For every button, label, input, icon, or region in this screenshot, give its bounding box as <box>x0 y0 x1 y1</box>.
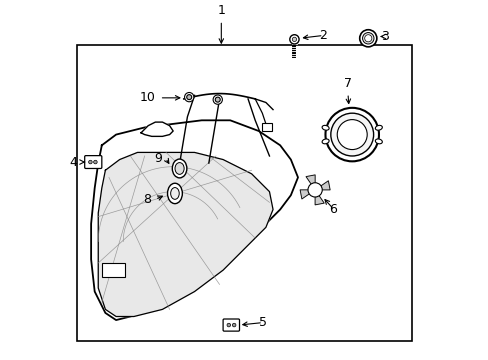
Text: 10: 10 <box>139 91 155 104</box>
Circle shape <box>232 323 235 327</box>
Circle shape <box>292 37 296 41</box>
Ellipse shape <box>322 139 328 144</box>
Ellipse shape <box>175 163 184 174</box>
Circle shape <box>362 32 373 44</box>
Circle shape <box>289 35 299 44</box>
Ellipse shape <box>322 125 328 130</box>
Circle shape <box>226 323 230 327</box>
Bar <box>77 45 411 342</box>
Bar <box>261 123 272 131</box>
Polygon shape <box>91 120 297 320</box>
Ellipse shape <box>375 139 382 144</box>
Polygon shape <box>314 181 329 190</box>
Ellipse shape <box>167 183 182 204</box>
Polygon shape <box>314 190 324 205</box>
Circle shape <box>359 30 376 47</box>
Text: 2: 2 <box>319 29 326 42</box>
FancyBboxPatch shape <box>223 319 239 331</box>
Circle shape <box>330 113 373 156</box>
Circle shape <box>364 35 371 42</box>
Circle shape <box>325 108 378 161</box>
Circle shape <box>215 97 220 102</box>
Ellipse shape <box>172 159 186 178</box>
Polygon shape <box>305 175 314 190</box>
Circle shape <box>93 160 97 164</box>
Circle shape <box>184 93 193 102</box>
Text: 3: 3 <box>380 30 388 43</box>
Bar <box>102 263 125 277</box>
Text: 1: 1 <box>217 4 225 17</box>
Text: 4: 4 <box>69 156 77 168</box>
Circle shape <box>213 95 222 104</box>
Polygon shape <box>141 122 173 136</box>
Text: 5: 5 <box>258 316 266 329</box>
Polygon shape <box>300 190 314 199</box>
Circle shape <box>337 120 366 149</box>
Text: 6: 6 <box>329 203 337 216</box>
Text: 8: 8 <box>143 193 151 206</box>
Text: 7: 7 <box>343 77 351 90</box>
Ellipse shape <box>375 125 382 130</box>
Circle shape <box>307 183 322 197</box>
Text: 9: 9 <box>154 152 162 165</box>
Ellipse shape <box>170 188 179 199</box>
FancyBboxPatch shape <box>84 156 102 168</box>
Circle shape <box>88 160 92 164</box>
Circle shape <box>186 95 191 100</box>
Polygon shape <box>98 152 272 316</box>
